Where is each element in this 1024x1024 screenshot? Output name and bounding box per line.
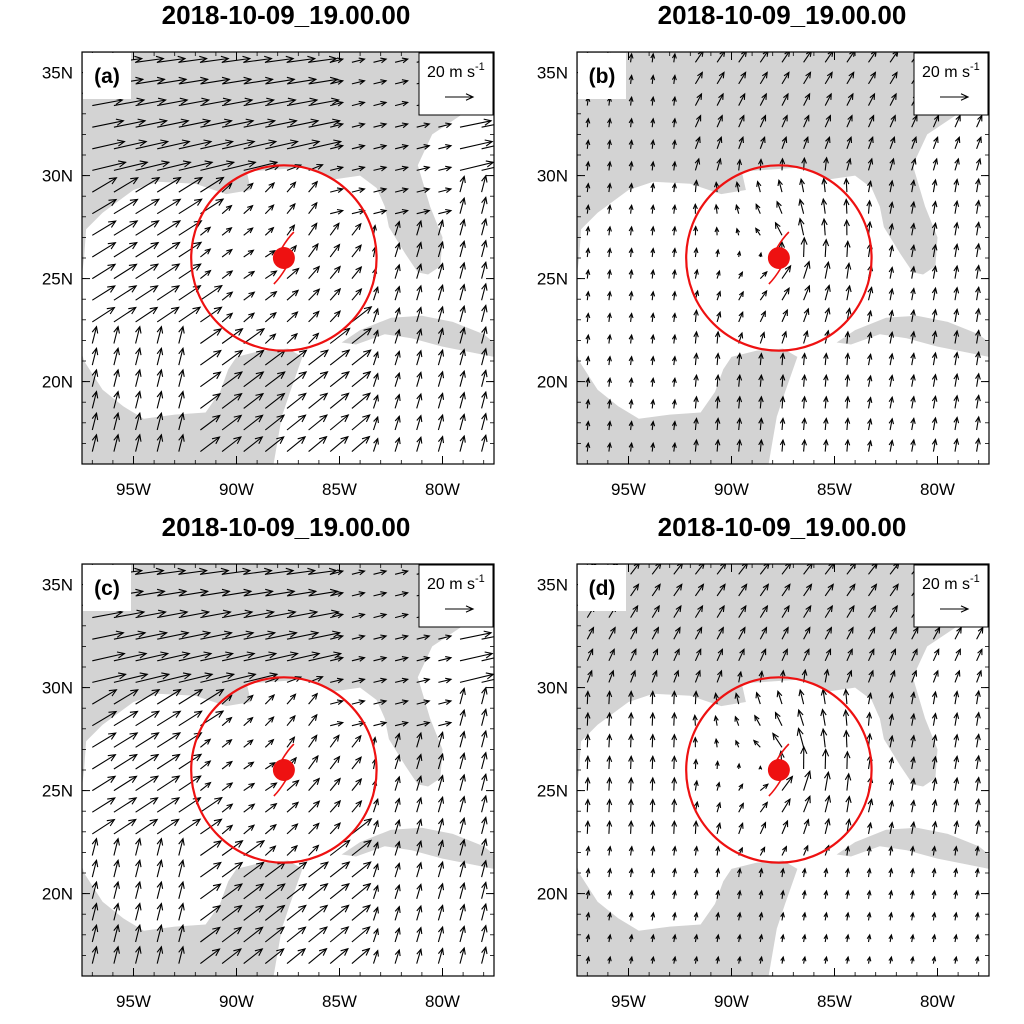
panel-label-box-b <box>578 53 626 99</box>
panel-b-title: 2018-10-09_19.00.00 <box>657 0 907 30</box>
x-tick-label-d-0: 95W <box>611 992 646 1011</box>
y-tick-label-b-2: 25N <box>537 270 568 289</box>
y-tick-label-d-3: 20N <box>537 885 568 904</box>
reference-vector-label-c: 20 m s-1 <box>427 573 485 593</box>
y-tick-label-c-3: 20N <box>42 885 73 904</box>
panel-label-box-a <box>83 53 131 99</box>
reference-vector-arrow-b <box>940 93 970 101</box>
panel-label-box-c <box>83 565 131 611</box>
reference-vector-box-d <box>913 564 989 628</box>
reference-vector-label-d: 20 m s-1 <box>922 573 980 593</box>
wind-vectors-c <box>91 567 494 965</box>
x-tick-label-b-2: 85W <box>817 480 852 499</box>
x-tick-label-d-1: 90W <box>714 992 749 1011</box>
y-tick-label-c-0: 35N <box>42 576 73 595</box>
panel-b: 95W 90W 85W 80W 35N 30N 25N 20N (b) 20 m s-1 <box>537 51 990 499</box>
reference-vector-label-b: 20 m s-1 <box>922 61 980 81</box>
x-tick-label-a-1: 90W <box>219 480 254 499</box>
x-tick-label-d-2: 85W <box>817 992 852 1011</box>
y-tick-label-d-2: 25N <box>537 782 568 801</box>
panel-a: 95W 90W 85W 80W 35N 30N 25N 20N (a) 20 m s-1 <box>42 51 495 499</box>
reference-vector-arrow-c <box>445 605 475 613</box>
x-tick-label-c-1: 90W <box>219 992 254 1011</box>
reference-vector-box-b <box>913 52 989 116</box>
reference-vector-box-a <box>418 52 494 116</box>
panel-label-b: (b) <box>589 65 616 88</box>
hurricane-symbol-a <box>272 247 295 269</box>
panel-c: 95W 90W 85W 80W 35N 30N 25N 20N (c) 20 m s-1 <box>42 563 495 1011</box>
y-tick-label-d-1: 30N <box>537 679 568 698</box>
y-tick-label-a-3: 20N <box>42 373 73 392</box>
storm-radius-circle-a <box>190 164 378 352</box>
land-d <box>577 564 989 976</box>
storm-radius-circle-b <box>685 164 873 352</box>
x-tick-label-b-0: 95W <box>611 480 646 499</box>
y-tick-label-a-0: 35N <box>42 64 73 83</box>
y-tick-label-b-1: 30N <box>537 167 568 186</box>
panel-label-a: (a) <box>94 65 120 88</box>
x-tick-label-c-2: 85W <box>322 992 357 1011</box>
y-tick-label-c-2: 25N <box>42 782 73 801</box>
panel-label-box-d <box>578 565 626 611</box>
x-tick-label-c-3: 80W <box>425 992 460 1011</box>
y-tick-label-d-0: 35N <box>537 576 568 595</box>
x-tick-label-a-0: 95W <box>116 480 151 499</box>
x-tick-label-a-2: 85W <box>322 480 357 499</box>
panel-d: 95W 90W 85W 80W 35N 30N 25N 20N (d) 20 m s-1 <box>537 563 990 1011</box>
hurricane-symbol-c <box>272 759 295 781</box>
land-c <box>82 564 494 976</box>
reference-vector-box-c <box>418 564 494 628</box>
land-b <box>577 52 989 464</box>
hurricane-symbol-d <box>767 759 790 781</box>
y-tick-label-c-1: 30N <box>42 679 73 698</box>
land-a <box>82 52 494 464</box>
reference-vector-arrow-a <box>445 93 475 101</box>
reference-vector-label-a: 20 m s-1 <box>427 61 485 81</box>
hurricane-symbol-b <box>767 247 790 269</box>
y-tick-label-b-3: 20N <box>537 373 568 392</box>
y-tick-label-a-2: 25N <box>42 270 73 289</box>
x-tick-label-b-1: 90W <box>714 480 749 499</box>
storm-radius-circle-c <box>190 676 378 864</box>
panel-label-d: (d) <box>589 577 616 600</box>
y-tick-label-a-1: 30N <box>42 167 73 186</box>
panel-c-title: 2018-10-09_19.00.00 <box>161 512 411 542</box>
x-tick-label-a-3: 80W <box>425 480 460 499</box>
x-tick-label-c-0: 95W <box>116 992 151 1011</box>
x-tick-label-b-3: 80W <box>920 480 955 499</box>
panel-a-title: 2018-10-09_19.00.00 <box>161 0 411 30</box>
x-tick-label-d-3: 80W <box>920 992 955 1011</box>
panel-d-title: 2018-10-09_19.00.00 <box>657 512 907 542</box>
y-tick-label-b-0: 35N <box>537 64 568 83</box>
panel-label-c: (c) <box>94 577 120 600</box>
wind-vectors-a <box>91 55 494 453</box>
storm-radius-circle-d <box>685 676 873 864</box>
reference-vector-arrow-d <box>940 605 970 613</box>
wind-vectors-d <box>584 564 986 964</box>
